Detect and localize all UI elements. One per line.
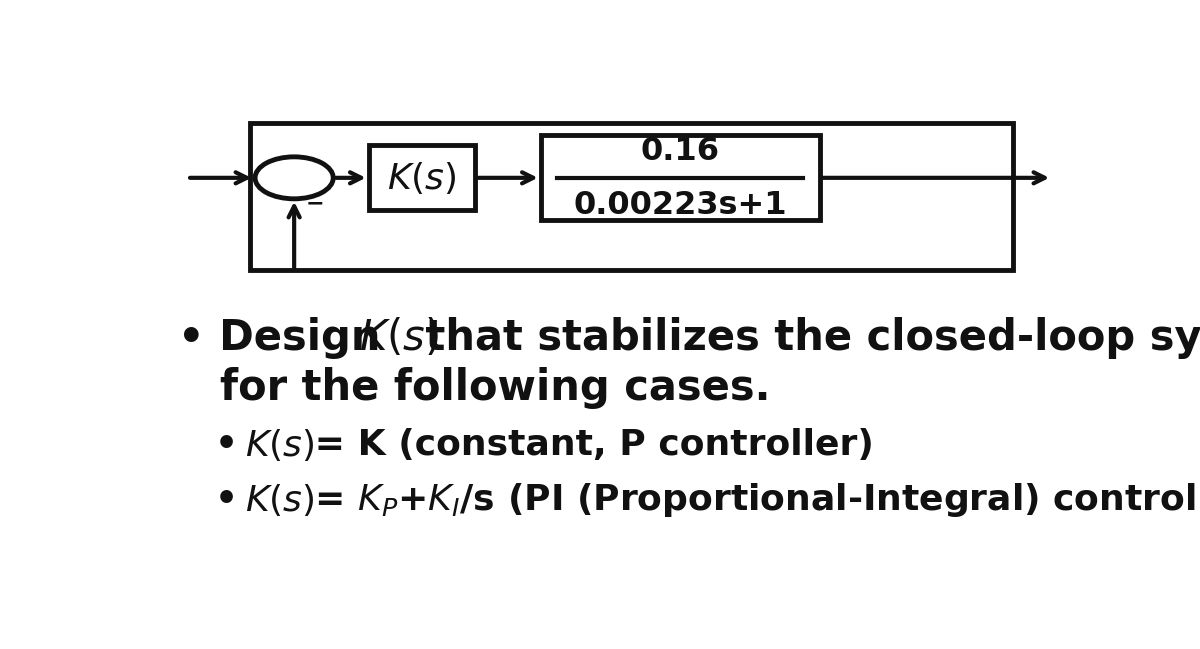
Text: $\mathit{K(s)}$: $\mathit{K(s)}$ — [245, 427, 314, 463]
Text: • Design: • Design — [178, 317, 395, 359]
Text: $\mathit{K(s)}$: $\mathit{K(s)}$ — [245, 482, 314, 518]
Text: for the following cases.: for the following cases. — [220, 367, 770, 409]
Bar — [251, 123, 1013, 270]
Text: •: • — [215, 483, 251, 517]
Bar — [540, 136, 820, 220]
Text: •: • — [215, 428, 251, 462]
Text: −: − — [305, 194, 324, 214]
Bar — [368, 145, 475, 210]
Text: 0.00223s+1: 0.00223s+1 — [574, 190, 787, 221]
Text: $\mathit{K}(s)$: $\mathit{K}(s)$ — [388, 160, 457, 196]
Text: = $\mathit{K_P}$+$\mathit{K_I}$/s (PI (Proportional-Integral) controller): = $\mathit{K_P}$+$\mathit{K_I}$/s (PI (P… — [301, 481, 1200, 519]
Text: 0.16: 0.16 — [641, 136, 720, 167]
Text: = K (constant, P controller): = K (constant, P controller) — [301, 428, 874, 462]
Text: $\mathit{K(s)}$: $\mathit{K(s)}$ — [359, 317, 439, 359]
Text: that stabilizes the closed-loop system: that stabilizes the closed-loop system — [412, 317, 1200, 359]
